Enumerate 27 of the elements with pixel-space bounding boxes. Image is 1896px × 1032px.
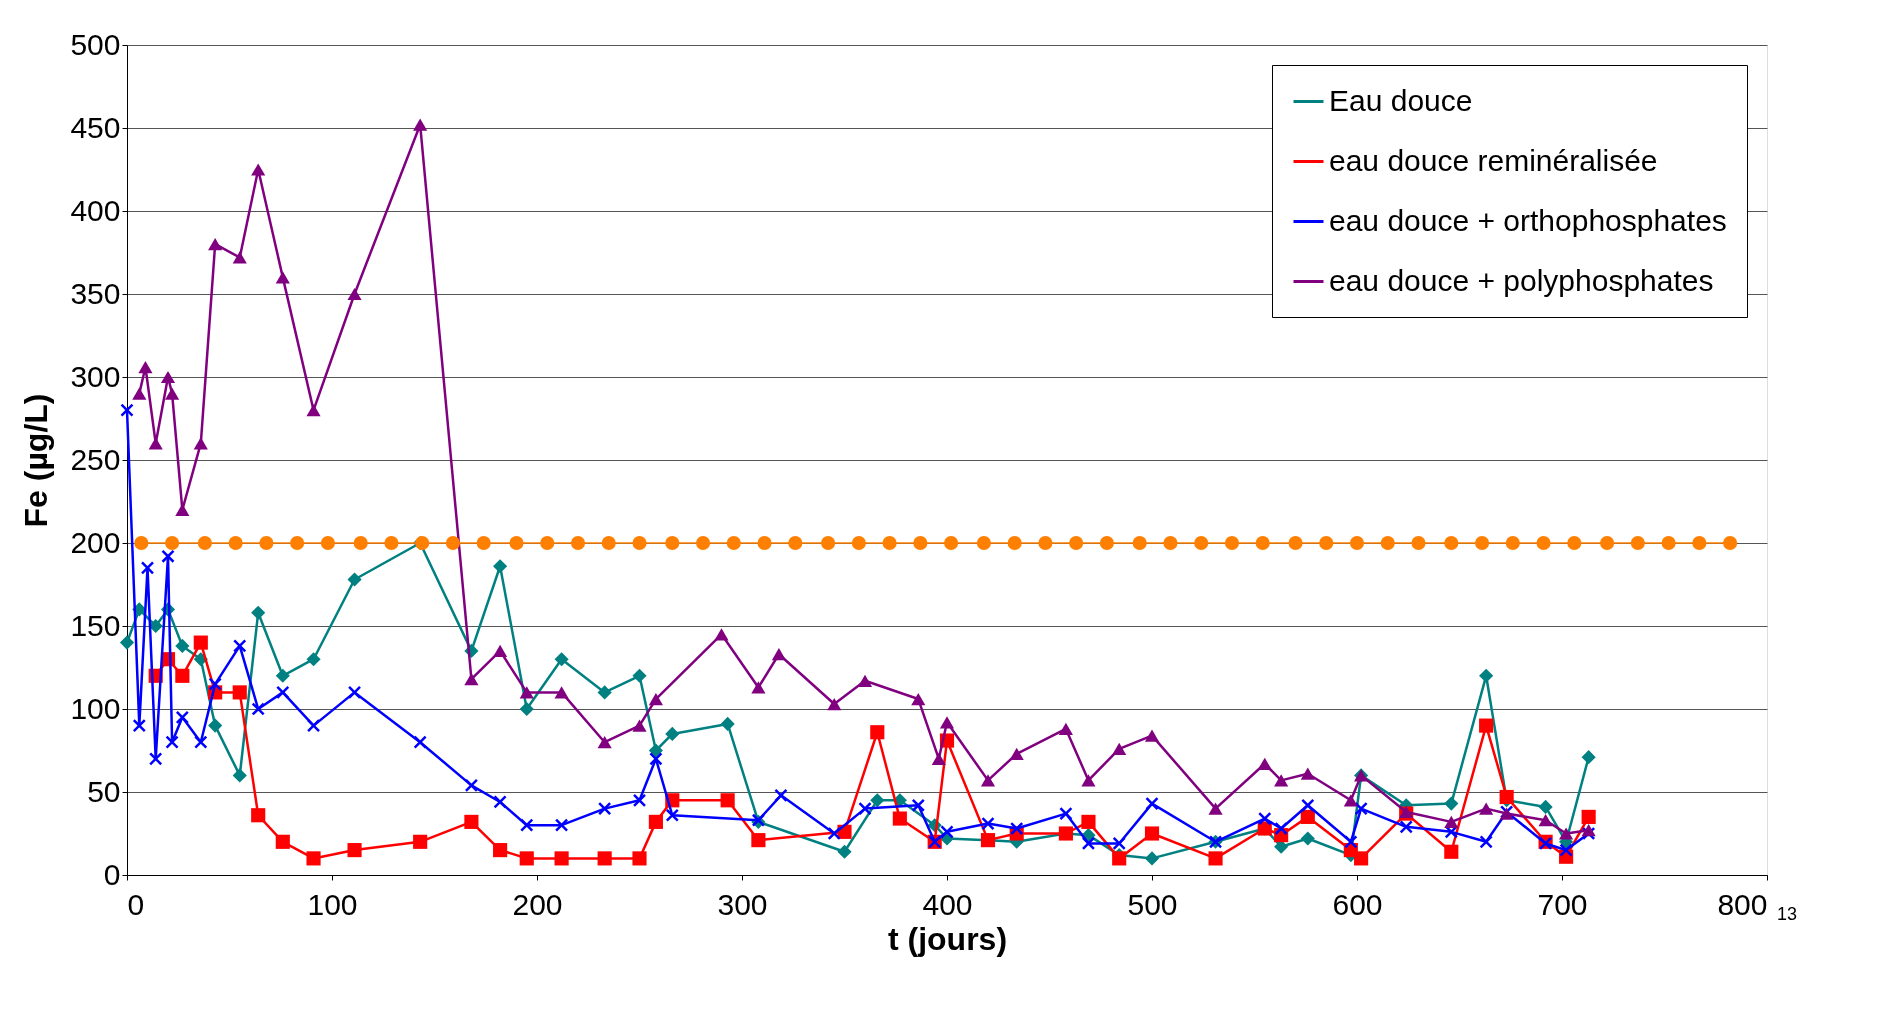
- legend-label: eau douce + polyphosphates: [1329, 263, 1714, 297]
- y-tick-label: 400: [70, 193, 121, 227]
- y-tick-label: 150: [70, 608, 121, 642]
- y-axis-title: Fe (µg/L): [18, 393, 55, 528]
- legend-label: Eau douce: [1329, 83, 1473, 117]
- x-tick-label: 700: [1537, 887, 1588, 921]
- x-tick-label: 0: [127, 887, 145, 921]
- x-axis-title: t (jours): [887, 920, 1008, 957]
- x-tick-label: 500: [1127, 887, 1178, 921]
- y-tick-label: 250: [70, 442, 121, 476]
- y-tick-label: 0: [103, 857, 121, 891]
- x-tick-label: 400: [922, 887, 973, 921]
- x-tick-label: 200: [512, 887, 563, 921]
- y-tick-label: 450: [70, 110, 121, 144]
- y-tick-label: 200: [70, 525, 121, 559]
- text: 13: [1776, 904, 1797, 924]
- y-tick-label: 50: [87, 774, 121, 808]
- y-tick-label: 100: [70, 691, 121, 725]
- x-tick-label: 800: [1717, 887, 1768, 921]
- x-tick-label: 600: [1332, 887, 1383, 921]
- x-tick-label: 300: [717, 887, 768, 921]
- x-tick-label: 100: [307, 887, 358, 921]
- y-tick-label: 350: [70, 276, 121, 310]
- y-tick-label: 500: [70, 27, 121, 61]
- legend-label: eau douce reminéralisée: [1329, 143, 1658, 177]
- y-tick-label: 300: [70, 359, 121, 393]
- legend-label: eau douce + orthophosphates: [1329, 203, 1727, 237]
